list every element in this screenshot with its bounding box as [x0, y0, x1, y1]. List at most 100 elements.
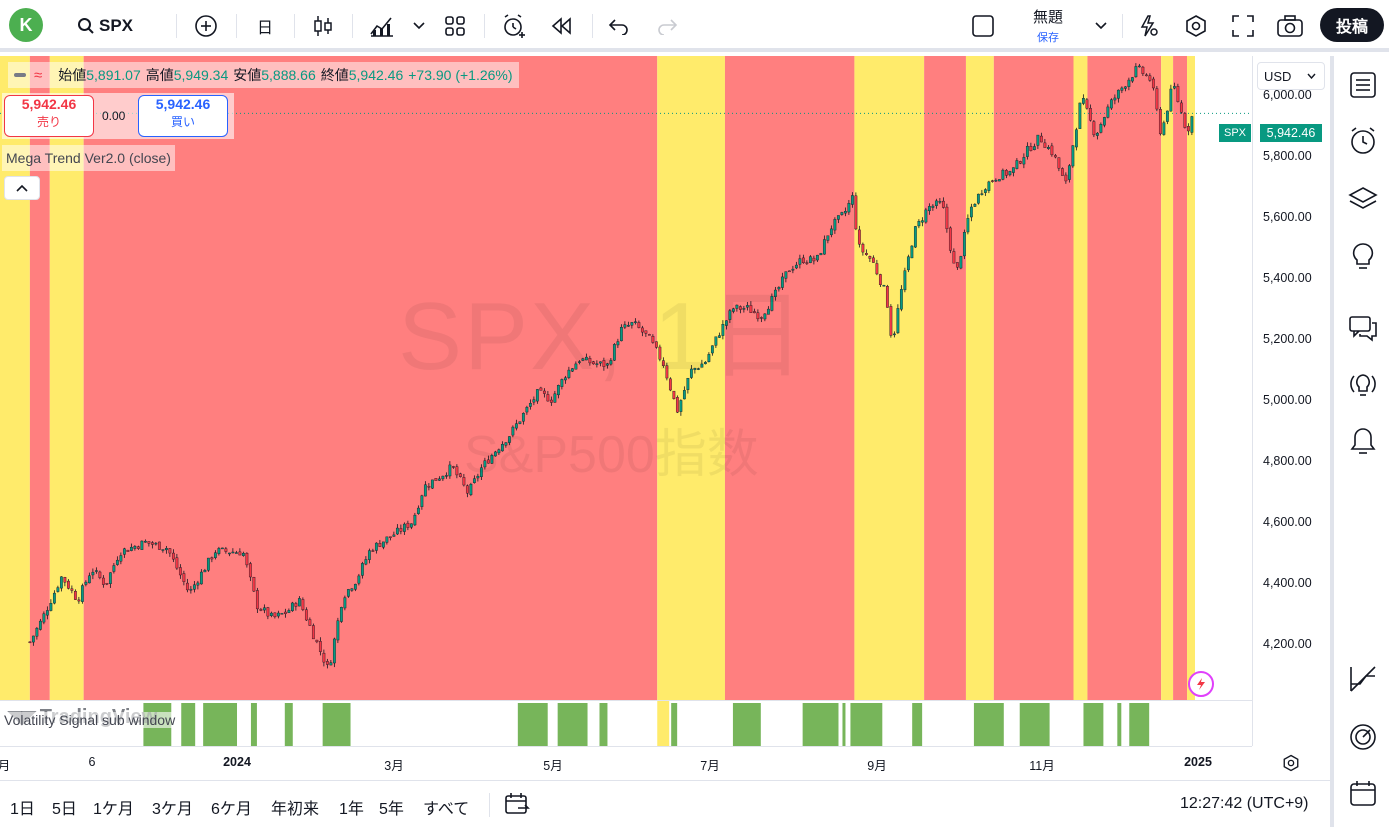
candle-up [472, 478, 476, 483]
candle-up [1046, 147, 1050, 149]
candle-down [1148, 75, 1152, 81]
calendar-button[interactable] [1346, 776, 1380, 810]
indicators-dropdown[interactable] [408, 8, 430, 44]
layout-name-button[interactable]: 無題 保存 [1020, 6, 1076, 45]
price-tick-label: 4,800.00 [1263, 453, 1312, 468]
volatility-signal-bar [517, 703, 548, 746]
post-button[interactable]: 投稿 [1320, 8, 1384, 42]
undo-button[interactable] [604, 8, 634, 44]
candle-up [441, 475, 445, 480]
compare-button[interactable] [190, 8, 222, 44]
candle-up [630, 322, 634, 326]
date-range-button[interactable] [504, 791, 530, 822]
divider [294, 14, 295, 38]
candle-down [77, 599, 81, 602]
chart-type-button[interactable] [308, 8, 338, 44]
period-button[interactable]: 5日 [52, 801, 77, 818]
candle-down [878, 274, 882, 285]
candle-up [231, 551, 235, 554]
period-button[interactable]: 年初来 [271, 801, 320, 818]
interval-button[interactable]: 日 [250, 8, 280, 44]
period-button[interactable]: 1ケ月 [93, 801, 134, 818]
candle-down [245, 552, 249, 566]
symbol-search-button[interactable]: SPX [70, 8, 140, 44]
streams-button[interactable] [1346, 368, 1380, 402]
candle-up [987, 181, 991, 191]
collapse-legend-button[interactable] [4, 176, 40, 200]
candle-down [178, 567, 182, 576]
candle-down [871, 257, 875, 263]
fullscreen-button[interactable] [1228, 8, 1258, 44]
clock[interactable]: 12:27:42 (UTC+9) [1180, 795, 1309, 812]
candle-up [35, 627, 39, 637]
dom-button[interactable] [1346, 720, 1380, 754]
watchlist-button[interactable] [1346, 68, 1380, 102]
replay-button[interactable] [546, 8, 578, 44]
candle-up [140, 540, 144, 550]
snapshot-button[interactable] [1274, 8, 1306, 44]
candle-down [311, 625, 315, 640]
candle-up [728, 310, 732, 320]
candle-up [584, 356, 588, 361]
redo-button[interactable] [652, 8, 682, 44]
candle-down [1004, 170, 1008, 176]
candle-down [136, 546, 140, 549]
hide-legend-icon[interactable] [14, 73, 26, 77]
chat-button[interactable] [1346, 312, 1380, 346]
candle-up [1172, 86, 1176, 89]
volatility-signal-chart[interactable] [0, 701, 1252, 746]
currency-select[interactable]: USD [1257, 62, 1325, 90]
period-button[interactable]: 1年 [339, 801, 364, 818]
candle-up [710, 345, 714, 354]
price-axis[interactable]: USD 6,000.00 5,800.00 5,600.00 5,400.00 5,20… [1252, 56, 1330, 746]
gear-icon [1283, 754, 1299, 772]
buy-button[interactable]: 5,942.46 買い [138, 95, 228, 137]
avatar[interactable]: K [9, 8, 43, 42]
layout-select-button[interactable] [968, 8, 998, 44]
wave-icon[interactable]: ≈ [34, 66, 43, 84]
templates-button[interactable] [440, 8, 470, 44]
main-chart-pane[interactable] [0, 56, 1252, 700]
time-axis[interactable]: 月 6 2024 3月 5月 7月 9月 11月 2025 [0, 746, 1252, 780]
layout-menu-dropdown[interactable] [1090, 8, 1112, 44]
volatility-signal-bar [732, 703, 761, 746]
candle-up [973, 204, 977, 207]
candle-up [784, 271, 788, 279]
candle-up [1134, 66, 1138, 78]
sub-pane-legend[interactable]: Volatility Signal sub window [4, 712, 176, 728]
period-button[interactable]: すべて [423, 801, 470, 818]
candle-up [808, 256, 812, 263]
quick-search-button[interactable] [1132, 8, 1164, 44]
period-button[interactable]: 5年 [379, 801, 404, 818]
price-chart[interactable] [0, 56, 1252, 700]
period-button[interactable]: 1日 [10, 801, 35, 818]
ideas-button[interactable] [1346, 240, 1380, 274]
volatility-signal-bar [802, 703, 839, 746]
candle-up [962, 232, 966, 257]
indicator-legend[interactable]: Mega Trend Ver2.0 (close) [2, 145, 175, 171]
candle-up [556, 385, 560, 396]
candle-up [595, 363, 599, 365]
candle-down [675, 397, 679, 413]
candle-up [189, 588, 193, 591]
candle-up [84, 581, 88, 585]
candle-down [301, 599, 305, 610]
settings-button[interactable] [1180, 8, 1212, 44]
object-tree-button[interactable] [1346, 182, 1380, 216]
volatility-sub-pane[interactable] [0, 700, 1252, 746]
indicators-button[interactable] [366, 8, 398, 44]
trading-panel-button[interactable] [1346, 662, 1380, 696]
candle-down [651, 335, 655, 343]
axis-settings-button[interactable] [1280, 752, 1302, 774]
lightning-icon[interactable] [1188, 671, 1214, 697]
time-tick-label: 9月 [867, 759, 887, 773]
candle-down [948, 227, 952, 251]
rewind-icon [551, 17, 571, 35]
sell-button[interactable]: 5,942.46 売り [4, 95, 94, 137]
period-button[interactable]: 6ケ月 [211, 801, 252, 818]
candle-up [290, 602, 294, 612]
alert-button[interactable] [498, 8, 530, 44]
period-button[interactable]: 3ケ月 [152, 801, 193, 818]
notifications-button[interactable] [1346, 424, 1380, 458]
alerts-button[interactable] [1346, 124, 1380, 158]
